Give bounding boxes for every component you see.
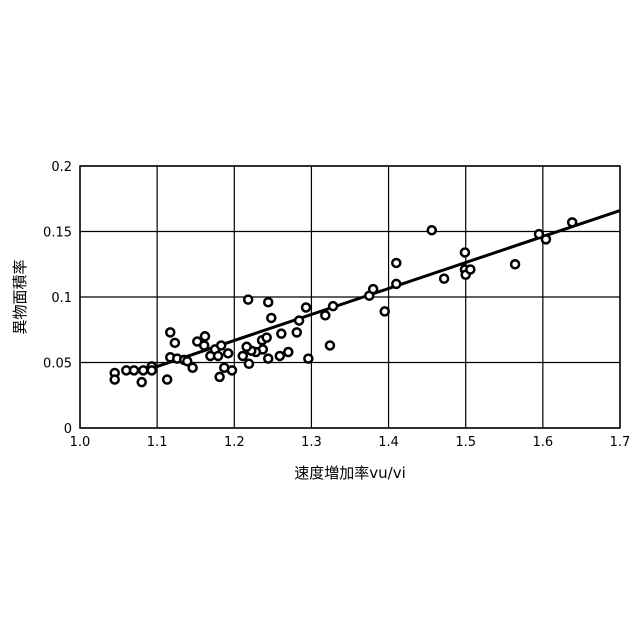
- data-point: [295, 317, 303, 325]
- data-point: [148, 366, 156, 374]
- data-point: [428, 226, 436, 234]
- data-point: [466, 265, 474, 273]
- data-point: [217, 341, 225, 349]
- data-point: [321, 311, 329, 319]
- data-point: [293, 328, 301, 336]
- data-point: [224, 349, 232, 357]
- data-point: [228, 366, 236, 374]
- data-point: [277, 330, 285, 338]
- data-point: [264, 355, 272, 363]
- data-point: [276, 352, 284, 360]
- data-point: [171, 339, 179, 347]
- data-point: [542, 235, 550, 243]
- data-point: [111, 376, 119, 384]
- data-point: [243, 343, 251, 351]
- y-tick-label: 0.15: [43, 226, 72, 241]
- x-tick-label: 1.7: [610, 435, 631, 450]
- x-tick-label: 1.0: [70, 435, 91, 450]
- data-point: [284, 348, 292, 356]
- data-point: [568, 218, 576, 226]
- data-point: [392, 259, 400, 267]
- data-point: [264, 298, 272, 306]
- x-tick-label: 1.6: [533, 435, 554, 450]
- grid: [80, 166, 620, 428]
- data-point: [381, 307, 389, 315]
- y-tick-label: 0.1: [51, 291, 72, 306]
- data-point: [214, 352, 222, 360]
- x-tick-label: 1.1: [147, 435, 168, 450]
- data-point: [239, 352, 247, 360]
- data-point: [511, 260, 519, 268]
- y-axis-label: 異物面積率: [11, 259, 29, 334]
- data-point: [461, 248, 469, 256]
- y-tick-label: 0.2: [51, 160, 72, 175]
- data-point: [163, 376, 171, 384]
- data-point: [440, 275, 448, 283]
- data-point: [130, 366, 138, 374]
- data-point: [244, 296, 252, 304]
- data-point: [267, 314, 275, 322]
- data-point: [201, 332, 209, 340]
- data-point: [138, 378, 146, 386]
- data-point: [369, 285, 377, 293]
- data-point: [139, 366, 147, 374]
- data-point: [326, 341, 334, 349]
- data-point: [216, 373, 224, 381]
- x-tick-label: 1.4: [378, 435, 399, 450]
- y-tick-labels: 0 0.05 0.1 0.15 0.2: [43, 160, 72, 437]
- data-point: [245, 360, 253, 368]
- data-point: [183, 357, 191, 365]
- x-tick-label: 1.2: [224, 435, 245, 450]
- data-point: [166, 328, 174, 336]
- x-tick-label: 1.3: [301, 435, 322, 450]
- x-axis-label: 速度増加率vu/vi: [294, 464, 405, 482]
- data-point: [304, 355, 312, 363]
- x-tick-labels: 1.0 1.1 1.2 1.3 1.4 1.5 1.6 1.7: [70, 435, 631, 450]
- data-point: [200, 341, 208, 349]
- data-point: [302, 303, 310, 311]
- y-tick-label: 0: [64, 422, 72, 437]
- data-point: [392, 280, 400, 288]
- data-point: [263, 334, 271, 342]
- data-point: [329, 302, 337, 310]
- y-tick-label: 0.05: [43, 357, 72, 372]
- x-tick-label: 1.5: [455, 435, 476, 450]
